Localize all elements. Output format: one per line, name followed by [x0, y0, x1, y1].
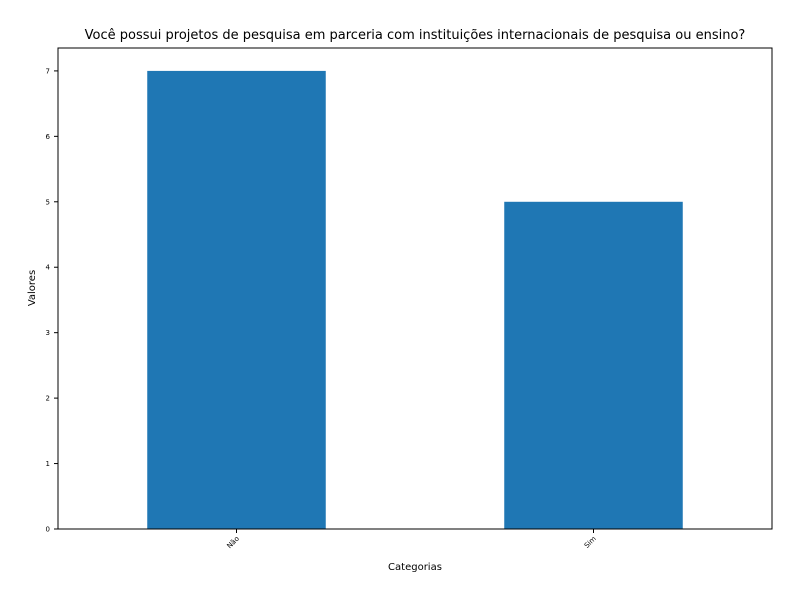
y-tick-label: 7	[46, 67, 50, 75]
y-tick-label: 6	[46, 133, 51, 141]
y-tick-label: 4	[46, 264, 51, 272]
y-axis: 0 1 2 3 4 5 6 7	[46, 67, 58, 534]
bars-group	[147, 70, 683, 530]
y-axis-label: Valores	[27, 270, 38, 306]
y-tick-label: 2	[46, 395, 50, 403]
chart-title: Você possui projetos de pesquisa em parc…	[85, 28, 746, 43]
y-tick-label: 5	[46, 198, 50, 206]
x-axis-label: Categorias	[388, 562, 442, 573]
plot-frame	[57, 47, 773, 530]
bar-1	[504, 201, 683, 529]
y-tick-label: 1	[46, 460, 50, 468]
y-tick-label: 3	[46, 329, 50, 337]
x-tick-label: Sim	[583, 535, 598, 550]
bar-0	[147, 70, 326, 530]
y-tick-label: 0	[46, 526, 50, 534]
x-tick-label: Não	[225, 535, 240, 550]
x-axis: Não Sim	[225, 529, 598, 550]
